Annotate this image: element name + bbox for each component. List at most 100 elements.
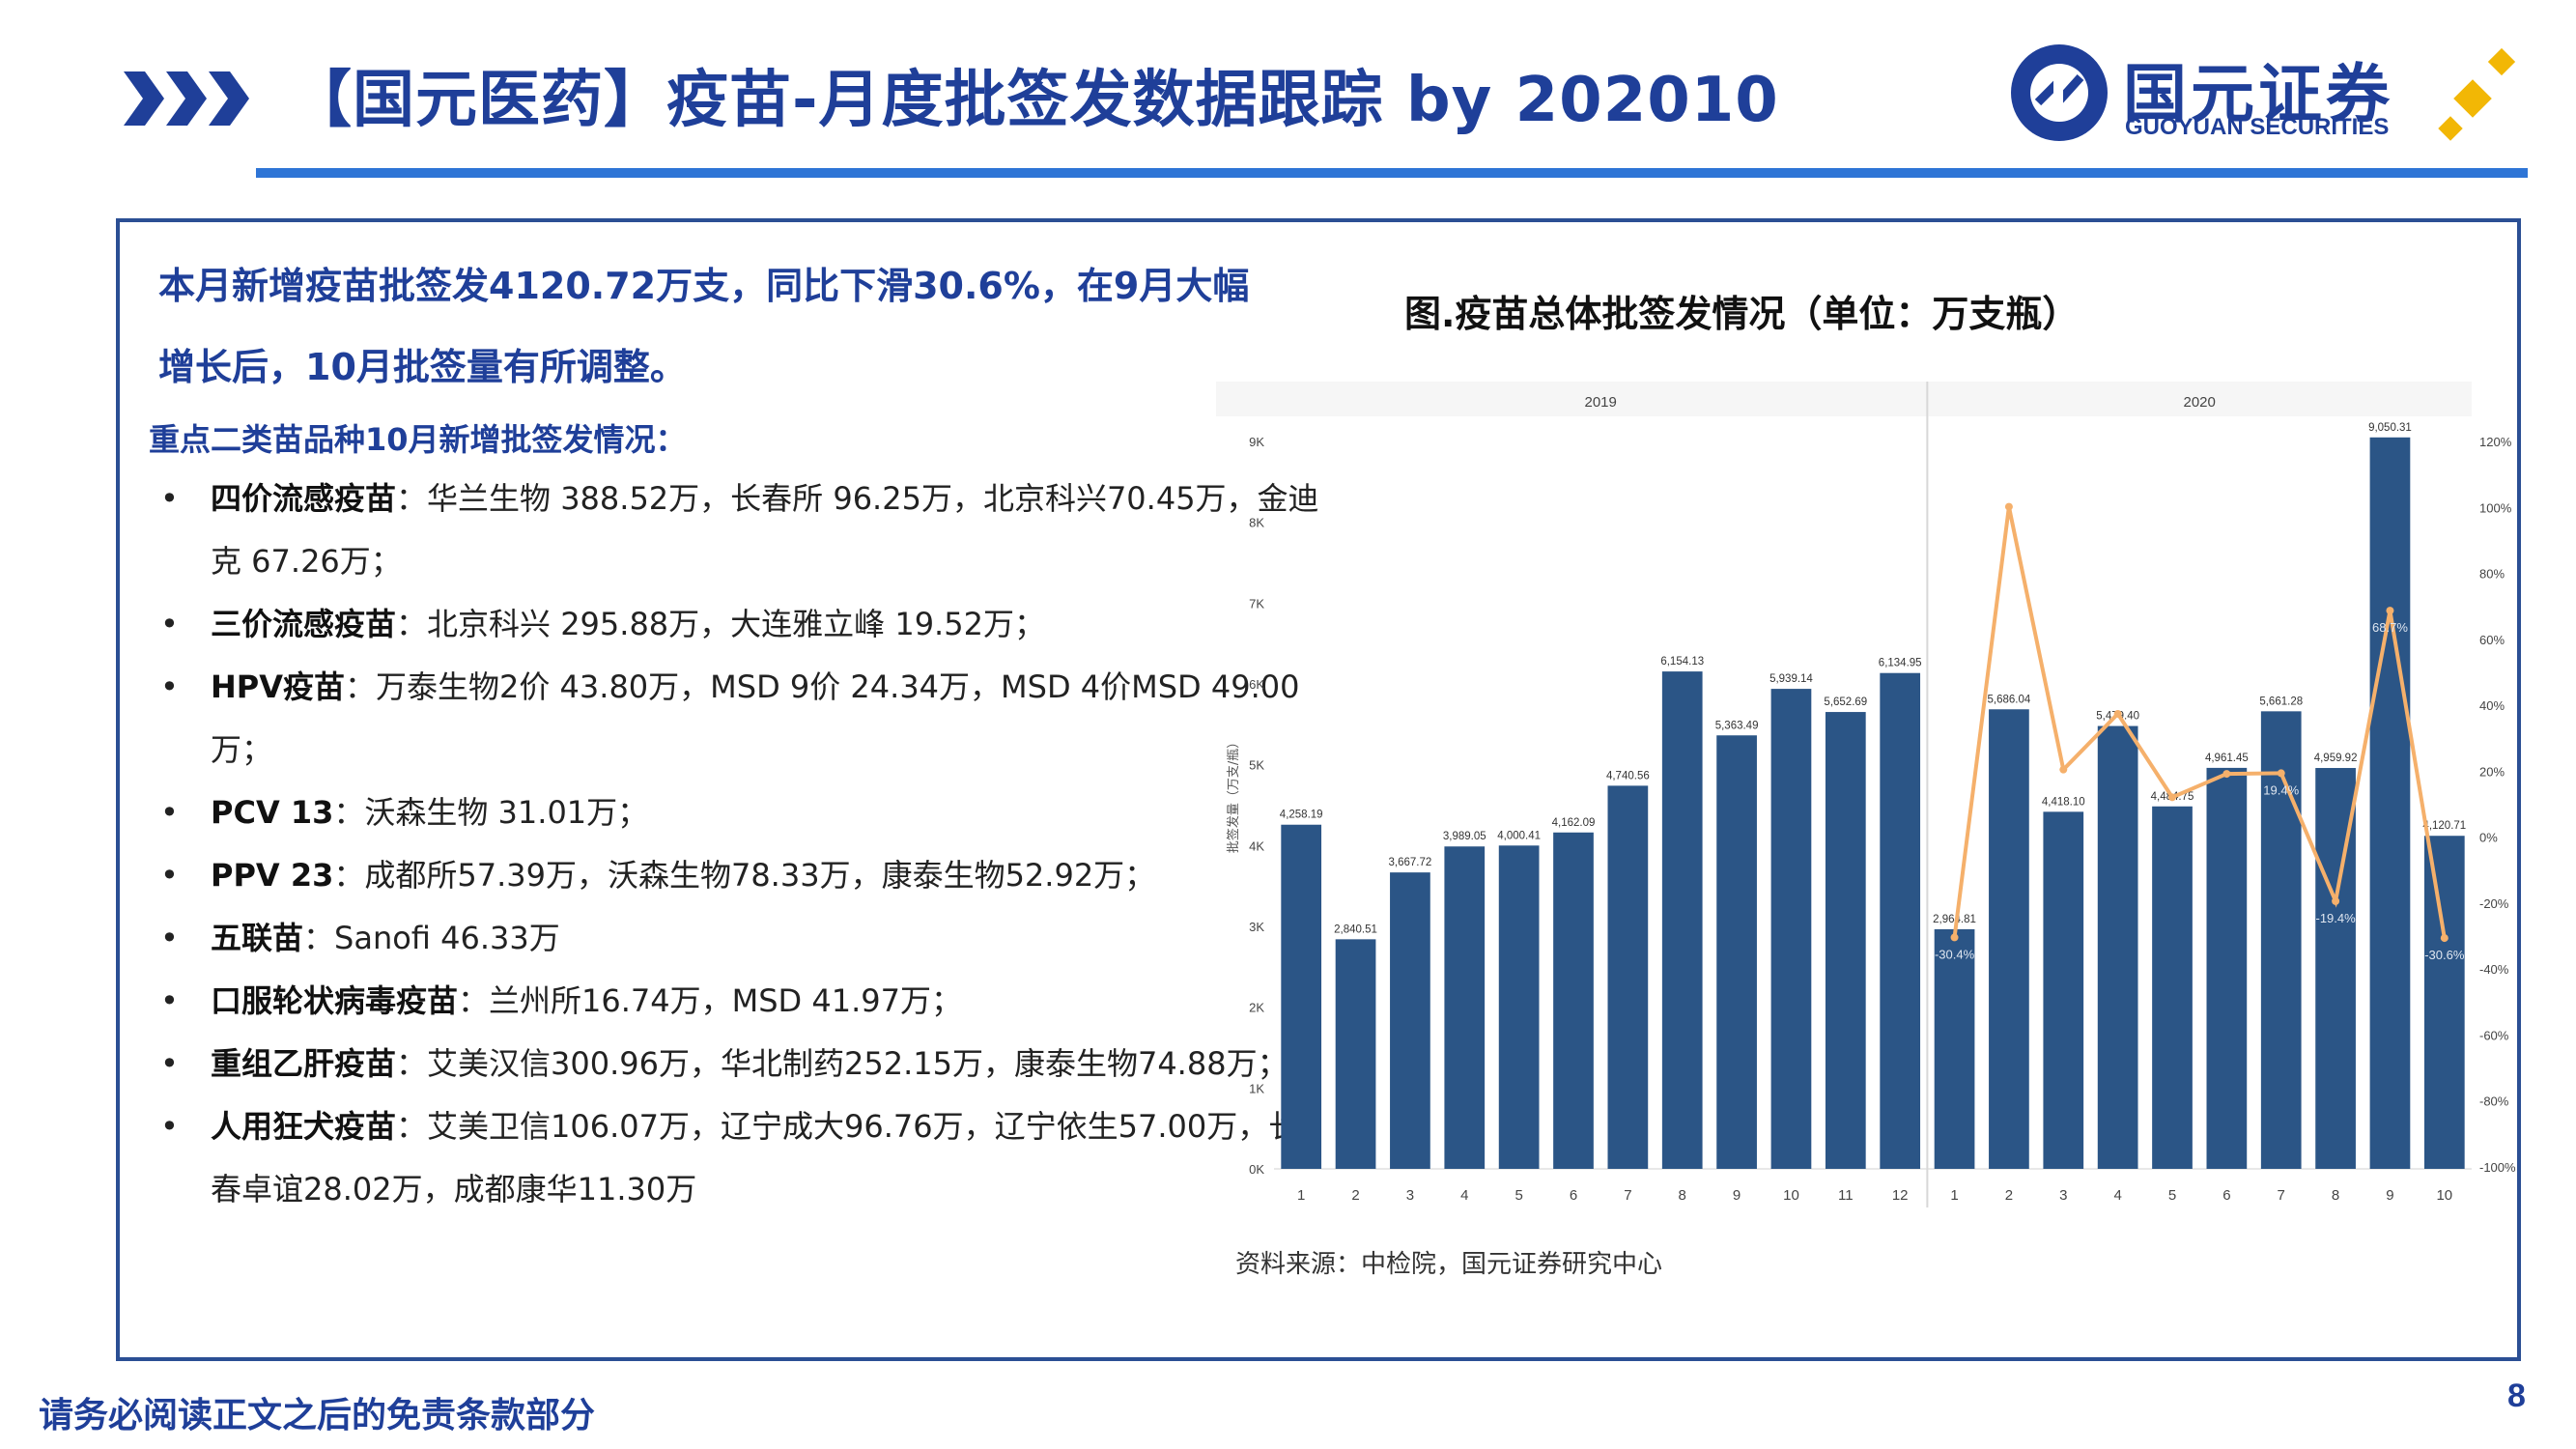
yoy-point <box>2332 896 2340 905</box>
yoy-point <box>1950 933 1959 942</box>
bar-value-label: 4,740.56 <box>1606 770 1650 781</box>
y-left-tick-label: 5K <box>1249 758 1264 773</box>
x-tick-label: 6 <box>1570 1187 1577 1204</box>
x-tick-label: 9 <box>1733 1187 1741 1204</box>
x-tick-label: 4 <box>2113 1187 2121 1204</box>
y-right-tick-label: -40% <box>2479 962 2509 977</box>
bar-value-label: 2,840.51 <box>1334 923 1377 935</box>
bar-value-label: 4,959.92 <box>2314 753 2358 764</box>
bullet-dot-icon: • <box>160 668 179 705</box>
vaccine-bullet-item: • 四价流感疫苗：华兰生物 388.52万，长春所 96.25万，北京科兴70.4… <box>139 468 1327 593</box>
vaccine-detail: ：成都所57.39万，沃森生物78.33万，康泰生物52.92万； <box>333 857 1156 894</box>
x-tick-label: 1 <box>1297 1187 1305 1204</box>
x-tick-label: 1 <box>1950 1187 1958 1204</box>
title-chevrons-icon <box>124 71 249 126</box>
vaccine-detail: ：北京科兴 295.88万，大连雅立峰 19.52万； <box>396 606 1045 642</box>
bullet-dot-icon: • <box>160 606 179 642</box>
bar-value-label: 3,989.05 <box>1443 831 1486 842</box>
bullet-dot-icon: • <box>160 1045 179 1082</box>
bar-value-label: 5,363.49 <box>1715 720 1759 731</box>
x-tick-label: 5 <box>1514 1187 1522 1204</box>
chart-title: 图.疫苗总体批签发情况（单位：万支瓶） <box>1404 293 2080 335</box>
bar-value-label: 5,652.69 <box>1824 696 1867 708</box>
y-left-tick-label: 6K <box>1249 677 1264 692</box>
yoy-label: -30.6% <box>2424 948 2465 962</box>
bar-2019-8 <box>1661 671 1703 1169</box>
bar-value-label: 4,162.09 <box>1552 817 1596 829</box>
y-right-tick-label: 60% <box>2479 633 2505 647</box>
chart-header-band <box>1216 382 2472 416</box>
x-tick-label: 5 <box>2168 1187 2176 1204</box>
y-left-tick-label: 7K <box>1249 596 1264 611</box>
bar-value-label: 6,134.95 <box>1879 658 1922 669</box>
x-tick-label: 9 <box>2386 1187 2393 1204</box>
bar-value-label: 3,667.72 <box>1389 857 1432 868</box>
yoy-label: -30.4% <box>1935 947 1975 961</box>
bar-2019-10 <box>1770 689 1812 1169</box>
summary-headline: 本月新增疫苗批签发4120.72万支，同比下滑30.6%，在9月大幅增长后，10… <box>158 265 1250 388</box>
yoy-point <box>2222 770 2231 779</box>
bar-2020-3 <box>2043 811 2084 1169</box>
vaccine-bullet-item: • PPV 23：成都所57.39万，沃森生物78.33万，康泰生物52.92万； <box>139 844 1327 907</box>
y-right-tick-label: -20% <box>2479 896 2509 911</box>
yoy-growth-line <box>1952 506 2447 939</box>
bar-value-label: 4,258.19 <box>1280 810 1323 821</box>
yoy-label: 68.7% <box>2372 620 2408 635</box>
y-right-tick-label: 40% <box>2479 698 2505 713</box>
x-tick-label: 7 <box>2278 1187 2285 1204</box>
x-tick-label: 8 <box>2332 1187 2339 1204</box>
logo-text-en: GUOYUAN SECURITIES <box>2125 114 2390 140</box>
x-tick-label: 7 <box>1624 1187 1631 1204</box>
vaccine-name: 四价流感疫苗 <box>211 480 397 517</box>
vaccine-detail: ：Sanofi 46.33万 <box>303 920 560 956</box>
group-header-2020: 2020 <box>2183 394 2215 411</box>
content-frame: 本月新增疫苗批签发4120.72万支，同比下滑30.6%，在9月大幅增长后，10… <box>116 218 2521 1361</box>
yoy-label: 19.4% <box>2263 782 2299 797</box>
bullet-dot-icon: • <box>160 1108 179 1145</box>
y-left-tick-label: 1K <box>1249 1081 1264 1095</box>
x-tick-label: 2 <box>2005 1187 2013 1204</box>
bar-value-label: 4,120.71 <box>2422 820 2466 832</box>
bar-value-label: 4,961.45 <box>2205 753 2249 764</box>
vaccine-bullet-list: • 四价流感疫苗：华兰生物 388.52万，长春所 96.25万，北京科兴70.4… <box>139 468 1327 1221</box>
y-right-tick-label: 120% <box>2479 435 2512 449</box>
y-right-tick-label: -60% <box>2479 1028 2509 1042</box>
y-right-tick-label: 80% <box>2479 567 2505 582</box>
yoy-point <box>2168 793 2176 802</box>
bar-2019-6 <box>1553 832 1594 1169</box>
bar-2020-1 <box>1934 928 1975 1169</box>
bar-2020-2 <box>1989 709 2029 1169</box>
y-right-tick-label: -100% <box>2479 1160 2516 1175</box>
yoy-point <box>2113 709 2122 718</box>
bullet-dot-icon: • <box>160 480 179 517</box>
y-left-axis-label: 批签发量（万支/瓶） <box>1226 736 1241 853</box>
bar-value-label: 9,050.31 <box>2368 422 2412 434</box>
vaccine-name: HPV疫苗 <box>211 668 346 705</box>
bar-2020-6 <box>2206 767 2248 1169</box>
group-header-2019: 2019 <box>1584 394 1616 411</box>
x-tick-label: 3 <box>2059 1187 2067 1204</box>
x-tick-label: 6 <box>2222 1187 2230 1204</box>
title-divider <box>256 168 2528 178</box>
bar-2020-4 <box>2097 725 2138 1169</box>
vaccine-name: 五联苗 <box>211 920 304 956</box>
vaccine-name: PCV 13 <box>211 794 334 831</box>
bar-2020-7 <box>2260 711 2302 1169</box>
bullet-dot-icon: • <box>160 920 179 956</box>
bar-2019-2 <box>1335 939 1376 1169</box>
bullet-dot-icon: • <box>160 794 179 831</box>
bar-2019-11 <box>1825 712 1866 1169</box>
vaccine-name: 三价流感疫苗 <box>211 606 397 642</box>
x-tick-label: 4 <box>1460 1187 1468 1204</box>
vaccine-detail: ：兰州所16.74万，MSD 41.97万； <box>458 982 962 1019</box>
vaccine-name: 人用狂犬疫苗 <box>211 1108 397 1145</box>
y-left-tick-label: 2K <box>1249 1001 1264 1015</box>
vaccine-detail: ：艾美卫信106.07万，辽宁成大96.76万，辽宁依生57.00万，长春卓谊2… <box>211 1108 1300 1208</box>
bar-2020-10 <box>2423 836 2465 1169</box>
y-left-tick-label: 3K <box>1249 920 1264 934</box>
vaccine-bullet-item: • HPV疫苗：万泰生物2价 43.80万，MSD 9价 24.34万，MSD 4… <box>139 656 1327 781</box>
bar-value-label: 5,686.04 <box>1988 694 2031 705</box>
logo-stars-icon <box>2438 47 2516 141</box>
vaccine-bullet-item: • PCV 13：沃森生物 31.01万； <box>139 781 1327 844</box>
yoy-point <box>2277 769 2285 778</box>
